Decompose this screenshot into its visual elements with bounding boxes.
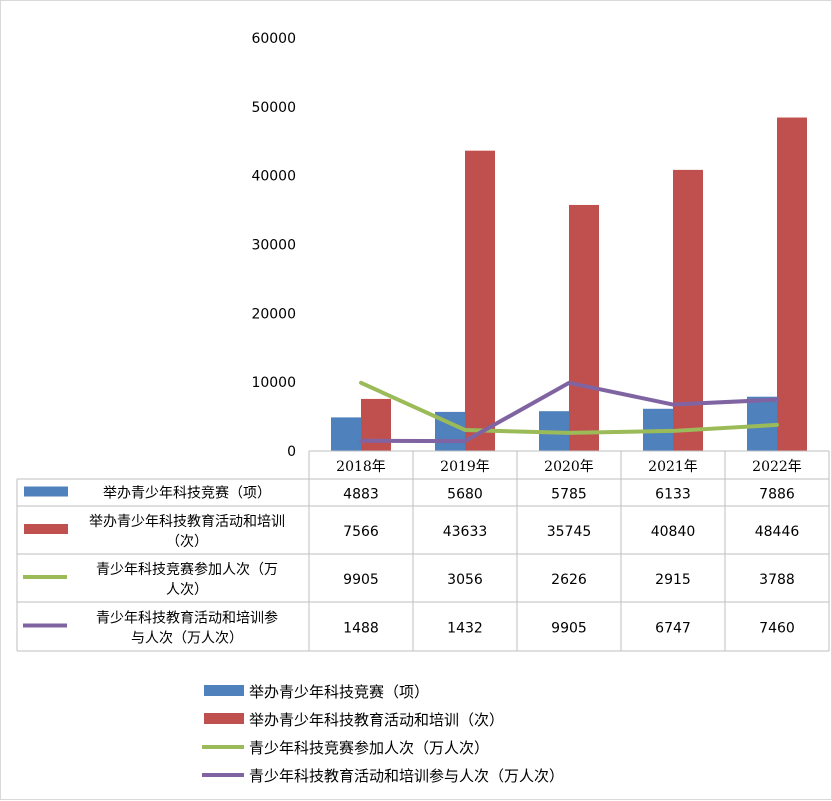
row-label: 青少年科技教育活动和培训参 <box>96 610 278 627</box>
bar-training-4 <box>777 117 807 452</box>
bar-training-2 <box>569 204 599 451</box>
table-cell-value: 40840 <box>651 524 696 540</box>
y-tick-label: 50000 <box>251 100 296 116</box>
row-label: 举办青少年科技竞赛（项） <box>103 485 271 502</box>
y-axis-tick-labels: 0 10000 20000 30000 40000 50000 60000 <box>251 31 296 460</box>
table-cell-value: 2626 <box>551 572 587 588</box>
table-cell-value: 6133 <box>655 487 691 503</box>
bar-training-1 <box>465 150 495 451</box>
table-cell-value: 6747 <box>655 621 691 637</box>
category-label: 2018年 <box>336 459 386 475</box>
bar-training-0 <box>361 398 391 451</box>
y-tick-label: 20000 <box>251 306 296 322</box>
category-label: 2021年 <box>648 459 698 475</box>
table-cell-value: 3056 <box>447 572 483 588</box>
row-key-swatch <box>24 524 68 534</box>
y-tick-label: 60000 <box>251 31 296 47</box>
row-label: 举办青少年科技教育活动和培训 <box>89 514 285 530</box>
y-tick-label: 10000 <box>251 375 296 391</box>
row-label: 与人次（万人次） <box>131 631 243 647</box>
category-label: 2022年 <box>752 459 802 475</box>
table-cell-value: 7566 <box>343 524 379 540</box>
row-label: （次） <box>166 534 208 550</box>
y-tick-label: 40000 <box>251 169 296 185</box>
y-tick-label: 30000 <box>251 238 296 254</box>
table-cell-value: 35745 <box>547 524 592 540</box>
table-cell-value: 1488 <box>343 621 379 637</box>
legend-swatch <box>204 713 244 724</box>
table-cell-value: 3788 <box>759 572 795 588</box>
table-cell-value: 1432 <box>447 621 483 637</box>
legend-label: 青少年科技竞赛参加人次（万人次） <box>249 739 489 757</box>
legend-label: 青少年科技教育活动和培训参与人次（万人次） <box>249 767 564 785</box>
table-cell-value: 48446 <box>755 524 800 540</box>
legend: 举办青少年科技竞赛（项） 举办青少年科技教育活动和培训（次） 青少年科技竞赛参加人次… <box>202 683 564 785</box>
table-cell-value: 43633 <box>443 524 488 540</box>
table-cell-value: 4883 <box>343 487 379 503</box>
bar-competitions-0 <box>331 417 361 451</box>
y-tick-label: 0 <box>287 444 296 460</box>
row-label: 青少年科技竞赛参加人次（万 <box>96 561 278 578</box>
legend-label: 举办青少年科技竞赛（项） <box>249 683 429 701</box>
category-label: 2020年 <box>544 459 594 475</box>
table-cell-value: 7460 <box>759 621 795 637</box>
line-series-2 <box>359 380 779 435</box>
table-cell-value: 5680 <box>447 487 483 503</box>
row-label: 人次） <box>166 582 208 598</box>
category-label: 2019年 <box>440 459 490 475</box>
row-key-swatch <box>24 486 68 497</box>
table-cell-value: 9905 <box>343 572 379 588</box>
table-cell-value: 2915 <box>655 572 691 588</box>
table-cell-value: 5785 <box>551 487 587 503</box>
legend-swatch <box>204 685 244 696</box>
lines-layer <box>359 380 779 444</box>
line-series-3 <box>359 380 779 444</box>
legend-label: 举办青少年科技教育活动和培训（次） <box>249 711 504 729</box>
table-cell-value: 9905 <box>551 621 587 637</box>
bars-layer <box>331 117 807 452</box>
table-cell-value: 7886 <box>759 487 795 503</box>
bar-training-3 <box>673 169 703 451</box>
